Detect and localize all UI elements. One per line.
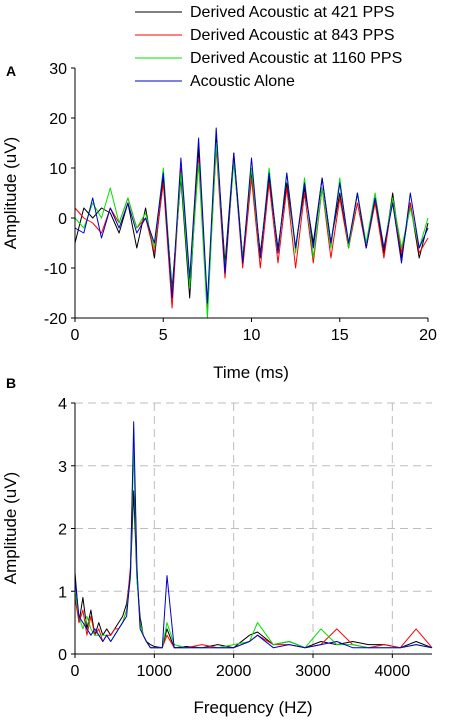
- y-tick-label: 0: [58, 647, 67, 664]
- legend-label-derived-acoustic-at-421-pps: Derived Acoustic at 421 PPS: [190, 4, 395, 21]
- y-tick-label: 2: [58, 522, 67, 539]
- panel-b-x-axis-label: Frequency (HZ): [193, 698, 312, 717]
- y-tick-label: 20: [49, 111, 67, 128]
- y-tick-label: 1: [58, 584, 67, 601]
- y-tick-label: 0: [58, 211, 67, 228]
- panel-a: A 0 5 10 15 20 -20 -10 0 10 20 30 Time (ms) Ampli…: [1, 4, 437, 382]
- y-tick-label: 4: [58, 396, 67, 413]
- series-line-derived-acoustic-at-1160-pps: [74, 446, 433, 649]
- panel-a-y-axis-label: Amplitude (uV): [1, 137, 20, 249]
- y-tick-label: -20: [44, 311, 67, 328]
- x-tick-label: 2000: [216, 663, 252, 680]
- panel-b-y-axis-label: Amplitude (uV): [1, 472, 20, 584]
- y-tick-label: -10: [44, 261, 67, 278]
- series-line-acoustic-alone: [74, 127, 429, 304]
- panel-a-x-ticks: 0 5 10 15 20: [71, 318, 437, 344]
- x-tick-label: 20: [419, 327, 437, 344]
- legend-label-derived-acoustic-at-843-pps: Derived Acoustic at 843 PPS: [190, 27, 395, 44]
- x-tick-label: 0: [71, 663, 80, 680]
- series-line-derived-acoustic-at-1160-pps: [74, 142, 429, 319]
- series-line-derived-acoustic-at-421-pps: [74, 137, 429, 314]
- panel-a-series: [74, 127, 429, 319]
- panel-a-x-axis-label: Time (ms): [213, 363, 289, 382]
- x-tick-label: 10: [243, 327, 261, 344]
- panel-b-label: B: [6, 375, 16, 391]
- panel-b-x-ticks: 0 1000 2000 3000 4000: [71, 654, 411, 680]
- series-line-derived-acoustic-at-421-pps: [74, 490, 433, 649]
- panel-b-grid: [75, 402, 432, 654]
- x-tick-label: 4000: [375, 663, 411, 680]
- x-tick-label: 0: [71, 327, 80, 344]
- x-tick-label: 3000: [295, 663, 331, 680]
- panel-b-y-ticks: 0 1 2 3 4: [58, 396, 75, 664]
- panel-a-y-ticks: -20 -10 0 10 20 30: [44, 61, 75, 328]
- legend: Derived Acoustic at 421 PPS Derived Acous…: [135, 4, 402, 90]
- series-line-acoustic-alone: [74, 421, 433, 649]
- panel-a-label: A: [6, 63, 16, 79]
- x-tick-label: 5: [159, 327, 168, 344]
- x-tick-label: 1000: [137, 663, 173, 680]
- panel-b: B 0 1000 2000 3000 4000 0 1 2 3 4 Frequency (HZ)…: [1, 375, 433, 717]
- y-tick-label: 30: [49, 61, 67, 78]
- panel-b-series: [74, 421, 433, 649]
- y-tick-label: 3: [58, 459, 67, 476]
- x-tick-label: 15: [331, 327, 349, 344]
- series-line-derived-acoustic-at-843-pps: [74, 440, 433, 649]
- legend-label-derived-acoustic-at-1160-pps: Derived Acoustic at 1160 PPS: [190, 50, 402, 67]
- y-tick-label: 10: [49, 161, 67, 178]
- legend-label-acoustic-alone: Acoustic Alone: [190, 73, 295, 90]
